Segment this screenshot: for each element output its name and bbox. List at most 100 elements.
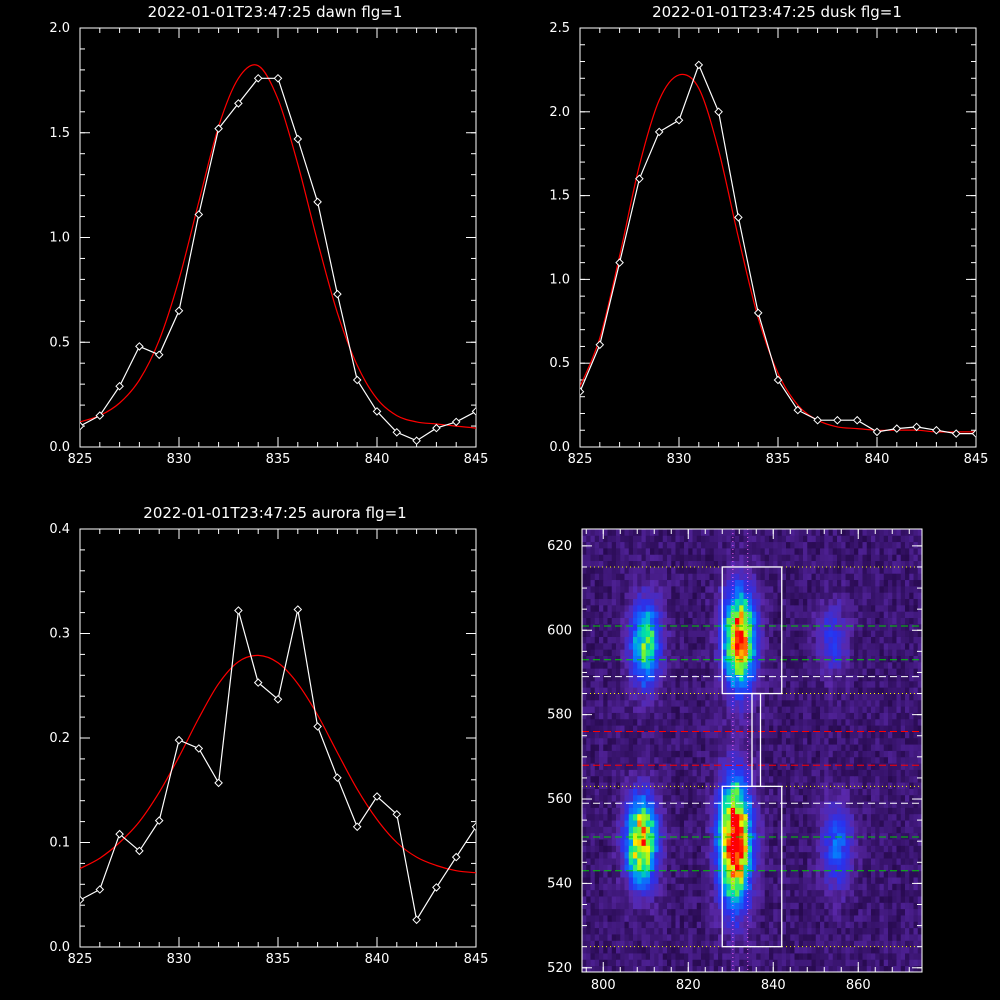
image-cell	[862, 718, 868, 726]
image-cell	[896, 699, 902, 707]
image-cell	[675, 788, 681, 796]
image-cell	[739, 915, 744, 922]
image-cell	[824, 718, 829, 726]
image-cell	[764, 953, 770, 960]
image-cell	[713, 870, 719, 878]
image-cell	[875, 813, 880, 821]
image-cell	[701, 788, 706, 796]
image-cell	[798, 693, 804, 701]
image-cell	[705, 788, 710, 796]
image-cell	[875, 908, 880, 916]
image-cell	[679, 756, 685, 764]
image-cell	[650, 934, 655, 941]
image-cell	[871, 953, 876, 960]
image-cell	[764, 807, 770, 815]
image-cell	[917, 940, 923, 948]
image-cell	[798, 661, 804, 669]
image-cell	[786, 642, 791, 650]
image-cell	[603, 813, 608, 821]
image-cell	[590, 794, 596, 802]
image-cell	[684, 775, 689, 783]
image-cell	[858, 870, 863, 878]
image-cell	[658, 839, 664, 846]
image-cell	[739, 902, 744, 910]
image-cell	[590, 706, 596, 713]
image-cell	[803, 807, 808, 815]
image-cell	[684, 801, 689, 808]
image-cell	[794, 674, 800, 682]
image-cell	[684, 889, 689, 897]
image-cell	[909, 636, 914, 644]
image-cell	[743, 915, 749, 922]
image-cell	[900, 813, 906, 821]
image-cell	[671, 680, 676, 688]
image-cell	[603, 763, 608, 770]
image-cell	[794, 851, 800, 859]
image-cell	[815, 769, 821, 777]
data-point-marker	[333, 289, 342, 299]
image-cell	[743, 801, 749, 808]
image-cell	[764, 851, 770, 859]
image-cell	[658, 782, 664, 789]
image-cell	[616, 807, 621, 815]
image-cell	[718, 782, 723, 789]
image-cell	[786, 763, 791, 770]
image-cell	[845, 668, 851, 675]
image-cell	[628, 775, 634, 783]
image-cell	[671, 927, 676, 935]
image-cell	[582, 965, 587, 973]
image-cell	[594, 845, 600, 853]
image-cell	[603, 940, 608, 948]
image-cell	[871, 902, 876, 910]
image-cell	[624, 763, 630, 770]
image-cell	[849, 851, 855, 859]
image-cell	[709, 845, 715, 853]
image-cell	[905, 630, 910, 637]
image-cell	[756, 737, 761, 745]
image-cell	[905, 934, 910, 941]
image-cell	[803, 883, 808, 891]
image-cell	[862, 611, 868, 618]
image-cell	[713, 946, 719, 954]
image-cell	[667, 756, 672, 764]
image-cell	[637, 858, 642, 865]
image-cell	[713, 845, 719, 853]
image-cell	[667, 953, 672, 960]
image-cell	[807, 801, 812, 808]
image-cell	[888, 953, 893, 960]
image-cell	[718, 611, 723, 618]
image-cell	[616, 712, 621, 720]
image-cell	[862, 649, 868, 656]
image-cell	[582, 927, 587, 935]
image-cell	[913, 642, 919, 650]
image-cell	[730, 623, 736, 631]
image-cell	[675, 826, 681, 834]
image-cell	[781, 940, 787, 948]
image-cell	[794, 908, 800, 916]
data-point-marker	[115, 381, 124, 391]
image-cell	[586, 611, 591, 618]
image-cell	[888, 617, 893, 625]
image-cell	[892, 744, 897, 751]
image-cell	[582, 845, 587, 853]
image-cell	[671, 674, 676, 682]
image-cell	[781, 718, 787, 726]
image-cell	[607, 896, 613, 903]
image-cell	[820, 934, 825, 941]
image-cell	[637, 712, 642, 720]
image-cell	[769, 782, 774, 789]
image-cell	[586, 908, 591, 916]
image-cell	[654, 737, 659, 745]
image-cell	[756, 807, 761, 815]
image-cell	[892, 921, 897, 929]
image-cell	[624, 769, 630, 777]
image-cell	[917, 731, 923, 739]
image-cell	[603, 661, 608, 669]
image-cell	[837, 611, 842, 618]
image-cell	[909, 725, 914, 732]
image-cell	[756, 902, 761, 910]
image-cell	[815, 908, 821, 916]
image-cell	[786, 750, 791, 758]
image-cell	[684, 737, 689, 745]
image-cell	[654, 845, 659, 853]
